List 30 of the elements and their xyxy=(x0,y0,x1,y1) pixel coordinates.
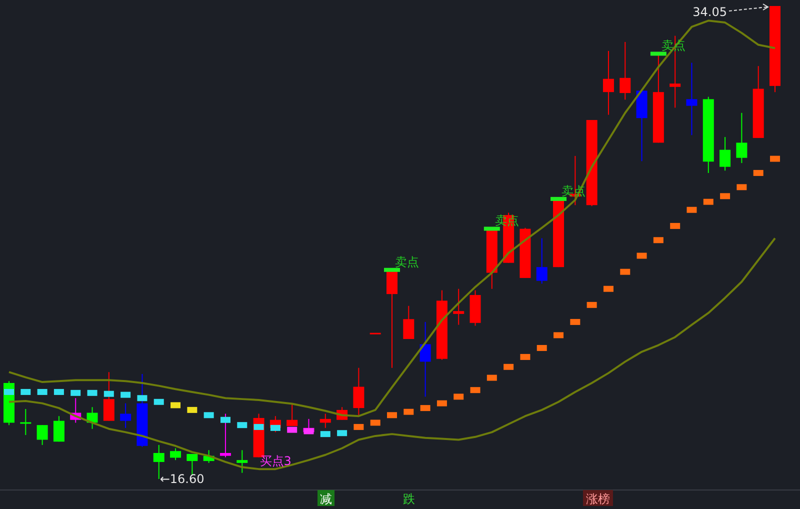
annotation: 卖点 xyxy=(395,254,419,269)
candlestick xyxy=(453,288,464,326)
candlestick xyxy=(53,416,64,442)
candlestick xyxy=(620,41,631,100)
annotation: 卖点 xyxy=(661,38,686,53)
candlestick xyxy=(286,403,298,427)
candlestick xyxy=(536,238,548,284)
text: 涨榜 xyxy=(586,492,610,506)
text: 减 xyxy=(320,492,332,506)
candlestick xyxy=(720,136,731,172)
candlestick xyxy=(103,372,114,422)
candlestick xyxy=(186,453,198,476)
annotation: ←16.60 xyxy=(160,472,204,486)
candlestick xyxy=(386,270,398,368)
candlestick xyxy=(320,413,331,428)
candlestick xyxy=(353,367,364,416)
candlestick xyxy=(420,321,431,398)
candlestick xyxy=(403,305,414,340)
candlestick xyxy=(220,413,231,458)
text: 跌 xyxy=(403,492,415,506)
candlestick xyxy=(120,402,132,428)
candlestick xyxy=(20,408,32,436)
candlestick xyxy=(736,112,748,164)
candlestick xyxy=(36,424,48,446)
candlestick xyxy=(602,50,614,116)
candlestick xyxy=(236,450,248,474)
annotation: 34.05 xyxy=(692,5,727,19)
candlestick xyxy=(170,448,182,461)
candlestick xyxy=(686,62,698,136)
annotation: 买点3 xyxy=(260,454,292,468)
